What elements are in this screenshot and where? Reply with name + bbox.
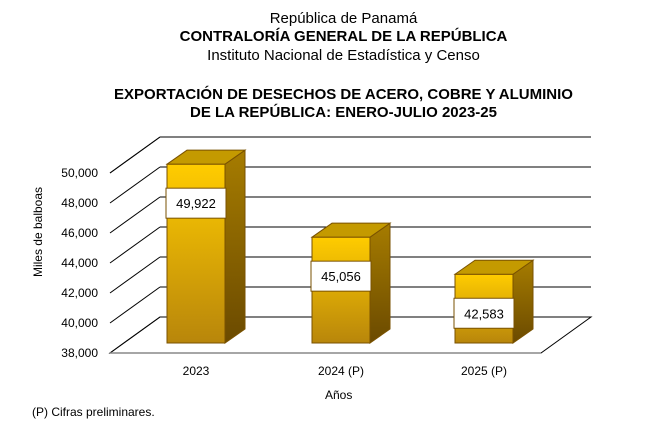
data-label-box (165, 187, 227, 219)
y-tick-label: 38,000 (61, 346, 98, 360)
bar-side (224, 149, 246, 344)
x-tick-label: 2023 (183, 364, 210, 378)
y-tick-label: 40,000 (61, 316, 98, 330)
bar-top (165, 149, 247, 165)
gridline-side (109, 316, 161, 354)
gridline-side (109, 226, 161, 264)
chart-title-line1: EXPORTACIÓN DE DESECHOS DE ACERO, COBRE … (114, 86, 573, 103)
y-tick-label: 50,000 (61, 166, 98, 180)
bar: 42,583 (453, 259, 535, 344)
bar-top (453, 259, 535, 275)
x-axis-title: Años (325, 388, 353, 402)
gridline-side (109, 196, 161, 234)
y-tick-label: 42,000 (61, 286, 98, 300)
bar: 49,922 (165, 149, 247, 344)
data-label: 45,056 (321, 269, 361, 284)
gridline-side (109, 286, 161, 324)
data-label: 49,922 (176, 196, 216, 211)
data-label: 42,583 (464, 306, 504, 321)
data-label-box (310, 260, 372, 292)
header-institution: CONTRALORÍA GENERAL DE LA REPÚBLICA (179, 28, 508, 45)
y-tick-label: 48,000 (61, 196, 98, 210)
y-axis-title: Miles de balboas (31, 186, 45, 278)
footnote: (P) Cifras preliminares. (32, 405, 155, 419)
y-tick-label: 44,000 (61, 256, 98, 270)
y-tick-label: 46,000 (61, 226, 98, 240)
x-tick-label: 2025 (P) (461, 364, 507, 378)
data-label-box (453, 297, 515, 329)
chart-title-line2: DE LA REPÚBLICA: ENERO-JULIO 2023-25 (189, 104, 497, 121)
gridline-side (109, 136, 161, 174)
bar-top (310, 222, 392, 238)
header-institute: Instituto Nacional de Estadística y Cens… (207, 47, 480, 64)
x-tick-label: 2024 (P) (318, 364, 364, 378)
bar-side (369, 222, 391, 344)
gridline-side (109, 166, 161, 204)
gridline-side (109, 256, 161, 294)
header-country: República de Panamá (269, 10, 418, 27)
bar: 45,056 (310, 222, 392, 344)
